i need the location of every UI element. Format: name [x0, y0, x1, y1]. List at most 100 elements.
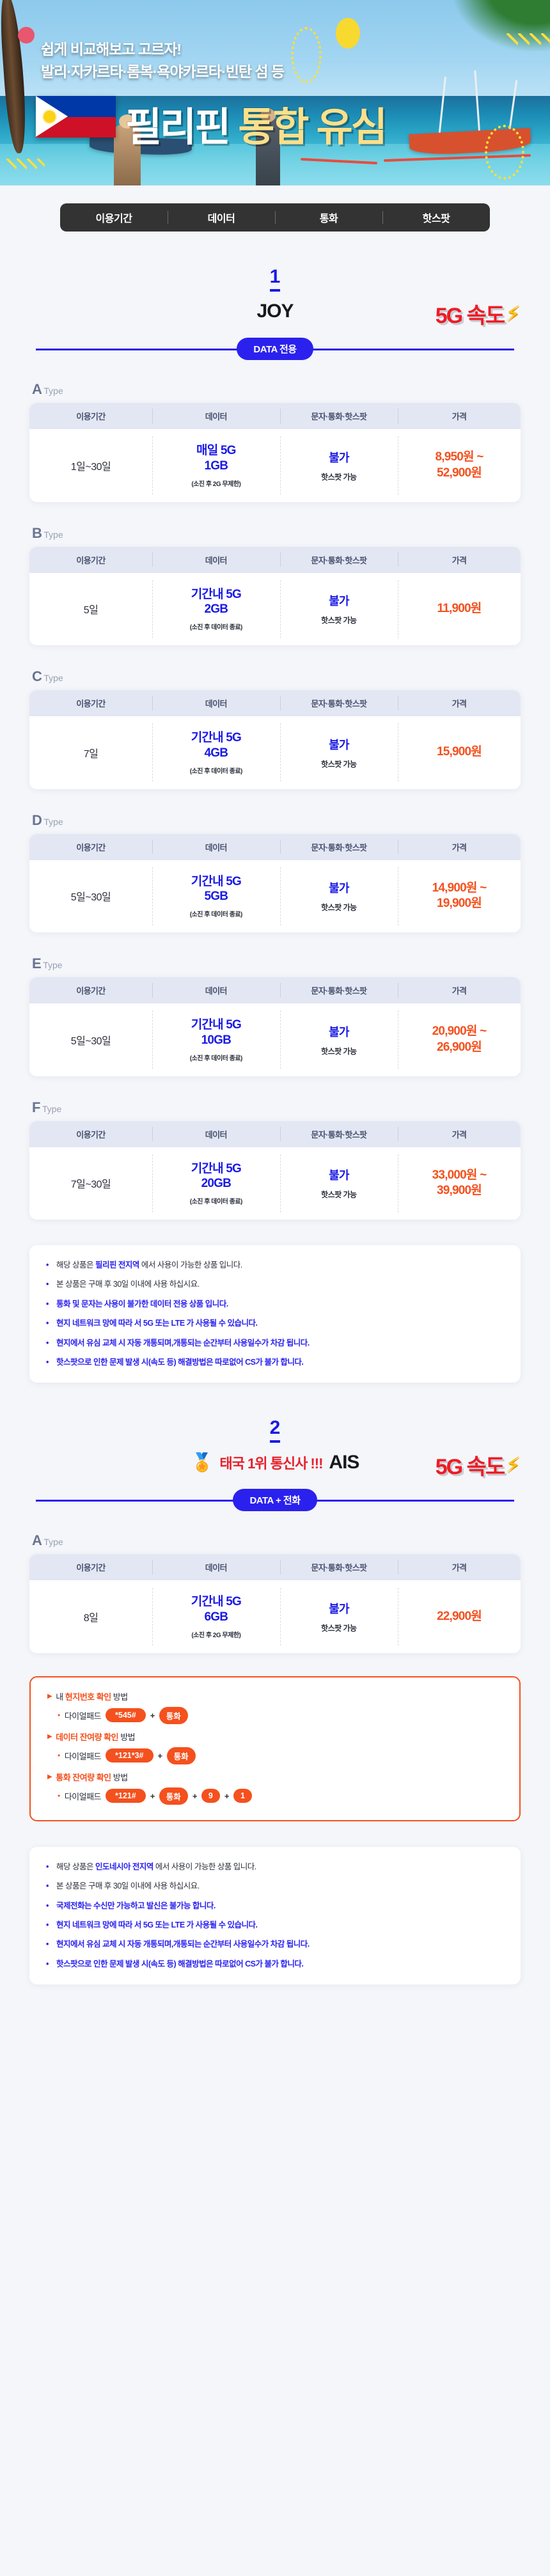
column-header: 가격 [397, 977, 521, 1003]
hotspot-availability: 핫스팟 가능 [321, 1190, 357, 1200]
tab-3[interactable]: 통화 [275, 210, 382, 225]
data-amount: 기간내 5G 4GB [191, 731, 242, 760]
dial-group: ▶ 통화 잔여량 확인 방법 • 다이얼패드 *121# + 통화 +9 +1 [47, 1771, 503, 1805]
hotspot-availability: 핫스팟 가능 [321, 616, 357, 625]
dial-chip[interactable]: *545# [106, 1708, 146, 1723]
caret-right-icon: ▶ [47, 1732, 52, 1740]
voice-availability: 불가 [329, 1025, 349, 1039]
tab-label: 이용기간 [95, 214, 132, 224]
section-brand-row: JOY 5G 속도 ⚡ [0, 301, 550, 328]
dial-title-post: 방법 [118, 1732, 136, 1742]
plus-sign: + [224, 1791, 230, 1801]
cell-period: 8일 [29, 1580, 152, 1653]
plan-table: 이용기간 데이터 문자·통화·핫스팟 가격 7일~30일 기간내 5G 20GB (소진 후 … [29, 1120, 521, 1220]
section-number: 2 [0, 1417, 550, 1443]
lightning-bolt-icon: ⚡ [505, 1452, 521, 1477]
caret-right-icon: ▶ [47, 1773, 52, 1780]
type-word: Type [43, 673, 63, 683]
table-row: 7일~30일 기간내 5G 20GB (소진 후 데이터 종료) 불가 핫스팟 가능 33,… [29, 1147, 521, 1220]
column-header: 데이터 [152, 1554, 280, 1581]
dial-chip[interactable]: 9 [201, 1789, 220, 1803]
dial-chip[interactable]: 통화 [159, 1706, 188, 1724]
type-word: Type [43, 1537, 63, 1548]
note-pre: 해당 상품은 [56, 1261, 95, 1269]
column-header: 데이터 [152, 833, 280, 860]
cell-price: 20,900원 ~26,900원 [397, 1003, 521, 1076]
tab-label: 데이터 [207, 214, 235, 224]
speed-badge-text: 5G 속도 [435, 304, 505, 328]
column-header: 이용기간 [29, 1554, 152, 1581]
data-note: (소진 후 2G 무제한) [191, 480, 241, 488]
type-letter: B [32, 524, 42, 541]
note-highlight: 필리핀 전지역 [95, 1261, 139, 1269]
cell-voice-sms-hotspot: 불가 핫스팟 가능 [279, 860, 398, 932]
type-letter: A [32, 381, 42, 397]
cell-price: 11,900원 [397, 572, 521, 645]
column-header: 이용기간 [29, 546, 152, 573]
dial-chip[interactable]: 통화 [166, 1747, 196, 1764]
note-post: 에서 사용이 가능한 상품 입니다. [153, 1862, 256, 1871]
caret-right-icon: ▶ [47, 1692, 52, 1700]
traveler-figure [256, 109, 280, 185]
table-header-row: 이용기간 데이터 문자·통화·핫스팟 가격 [29, 546, 521, 573]
plan-sections: 1 JOY 5G 속도 ⚡ DATA 전용 A Type 이용기간 데이터 문자·통화·핫스팟 가격… [0, 232, 550, 1984]
dial-row: • 다이얼패드 *121*3# + 통화 [47, 1747, 503, 1764]
column-header: 이용기간 [29, 833, 152, 860]
note-pre: 해당 상품은 [56, 1862, 95, 1871]
table-header-row: 이용기간 데이터 문자·통화·핫스팟 가격 [29, 690, 521, 716]
type-block-f: F Type 이용기간 데이터 문자·통화·핫스팟 가격 7일~30일 기간내 5G 20GB(… [0, 1100, 550, 1220]
lightning-bolt-icon: ⚡ [505, 301, 521, 326]
tab-label: 통화 [319, 214, 338, 224]
hotspot-availability: 핫스팟 가능 [321, 903, 357, 913]
cell-price: 8,950원 ~52,900원 [397, 429, 521, 502]
column-header: 데이터 [152, 403, 280, 429]
dial-title-highlight: 통화 잔여량 확인 [56, 1772, 111, 1782]
column-header: 가격 [397, 1120, 521, 1147]
data-note: (소진 후 데이터 종료) [189, 911, 243, 918]
dial-chip[interactable]: 1 [233, 1789, 252, 1803]
cell-data: 기간내 5G 4GB (소진 후 데이터 종료) [152, 716, 280, 789]
notes-list: 해당 상품은 인도네시아 전지역 에서 사용이 가능한 상품 입니다. 본 상품은… [46, 1861, 504, 1971]
dial-chip[interactable]: *121*3# [106, 1748, 153, 1763]
section-brand-row: 🏅 태국 1위 통신사 !!! AIS 5G 속도 ⚡ [0, 1452, 550, 1479]
traveler-figure [114, 114, 141, 185]
data-amount: 기간내 5G 10GB [191, 1018, 242, 1047]
section-number-text: 2 [269, 1417, 281, 1443]
notes-list: 해당 상품은 필리핀 전지역 에서 사용이 가능한 상품 입니다. 본 상품은 구… [46, 1259, 504, 1369]
note-item: 본 상품은 구매 후 30일 이내에 사용 하십시요. [46, 1880, 504, 1893]
type-block-e: E Type 이용기간 데이터 문자·통화·핫스팟 가격 5일~30일 기간내 5G 10GB(… [0, 957, 550, 1076]
dialpad-label: 다이얼패드 [64, 1751, 102, 1761]
palm-frond-icon [453, 0, 550, 51]
dial-group-title: ▶ 통화 잔여량 확인 방법 [47, 1771, 503, 1783]
tab-1[interactable]: 이용기간 [60, 210, 168, 225]
tabbar-wrap: 이용기간 데이터 통화 핫스팟 [0, 185, 550, 232]
dialpad-label: 다이얼패드 [64, 1791, 102, 1802]
column-header: 가격 [397, 1554, 521, 1581]
dial-group: ▶ 데이터 잔여량 확인 방법 • 다이얼패드 *121*3# + 통화 [47, 1731, 503, 1764]
dial-chip[interactable]: 통화 [159, 1787, 188, 1805]
cell-period: 5일~30일 [29, 860, 152, 932]
hero-title-yellow: 통합 유심 [238, 106, 387, 150]
philippines-flag-icon [36, 96, 116, 137]
dial-title-highlight: 데이터 잔여량 확인 [56, 1732, 119, 1742]
dial-chip[interactable]: *121# [106, 1789, 146, 1803]
column-header: 문자·통화·핫스팟 [279, 1120, 398, 1147]
cell-data: 기간내 5G 2GB (소진 후 데이터 종료) [152, 572, 280, 645]
section-brand-name: AIS [329, 1452, 359, 1473]
column-header: 데이터 [152, 977, 280, 1003]
data-note: (소진 후 2G 무제한) [191, 1631, 241, 1639]
tab-4[interactable]: 핫스팟 [382, 210, 490, 225]
hotspot-availability: 핫스팟 가능 [321, 1624, 357, 1633]
type-word: Type [43, 960, 63, 970]
plan-table: 이용기간 데이터 문자·통화·핫스팟 가격 7일 기간내 5G 4GB (소진 후 데이터 종… [29, 690, 521, 789]
hero-subtitle-1: 쉽게 비교해보고 고르자! [41, 41, 182, 58]
plan-table: 이용기간 데이터 문자·통화·핫스팟 가격 5일 기간내 5G 2GB (소진 후 데이터 종… [29, 546, 521, 645]
section-number: 1 [0, 266, 550, 292]
plus-sign: + [150, 1710, 155, 1720]
type-letter: E [32, 955, 42, 971]
dial-group-title: ▶ 데이터 잔여량 확인 방법 [47, 1731, 503, 1743]
dial-row: • 다이얼패드 *545# + 통화 [47, 1706, 503, 1724]
tab-2[interactable]: 데이터 [168, 210, 275, 225]
plan-table: 이용기간 데이터 문자·통화·핫스팟 가격 5일~30일 기간내 5G 10GB (소진 후 … [29, 977, 521, 1076]
cell-data: 기간내 5G 10GB (소진 후 데이터 종료) [152, 1003, 280, 1076]
